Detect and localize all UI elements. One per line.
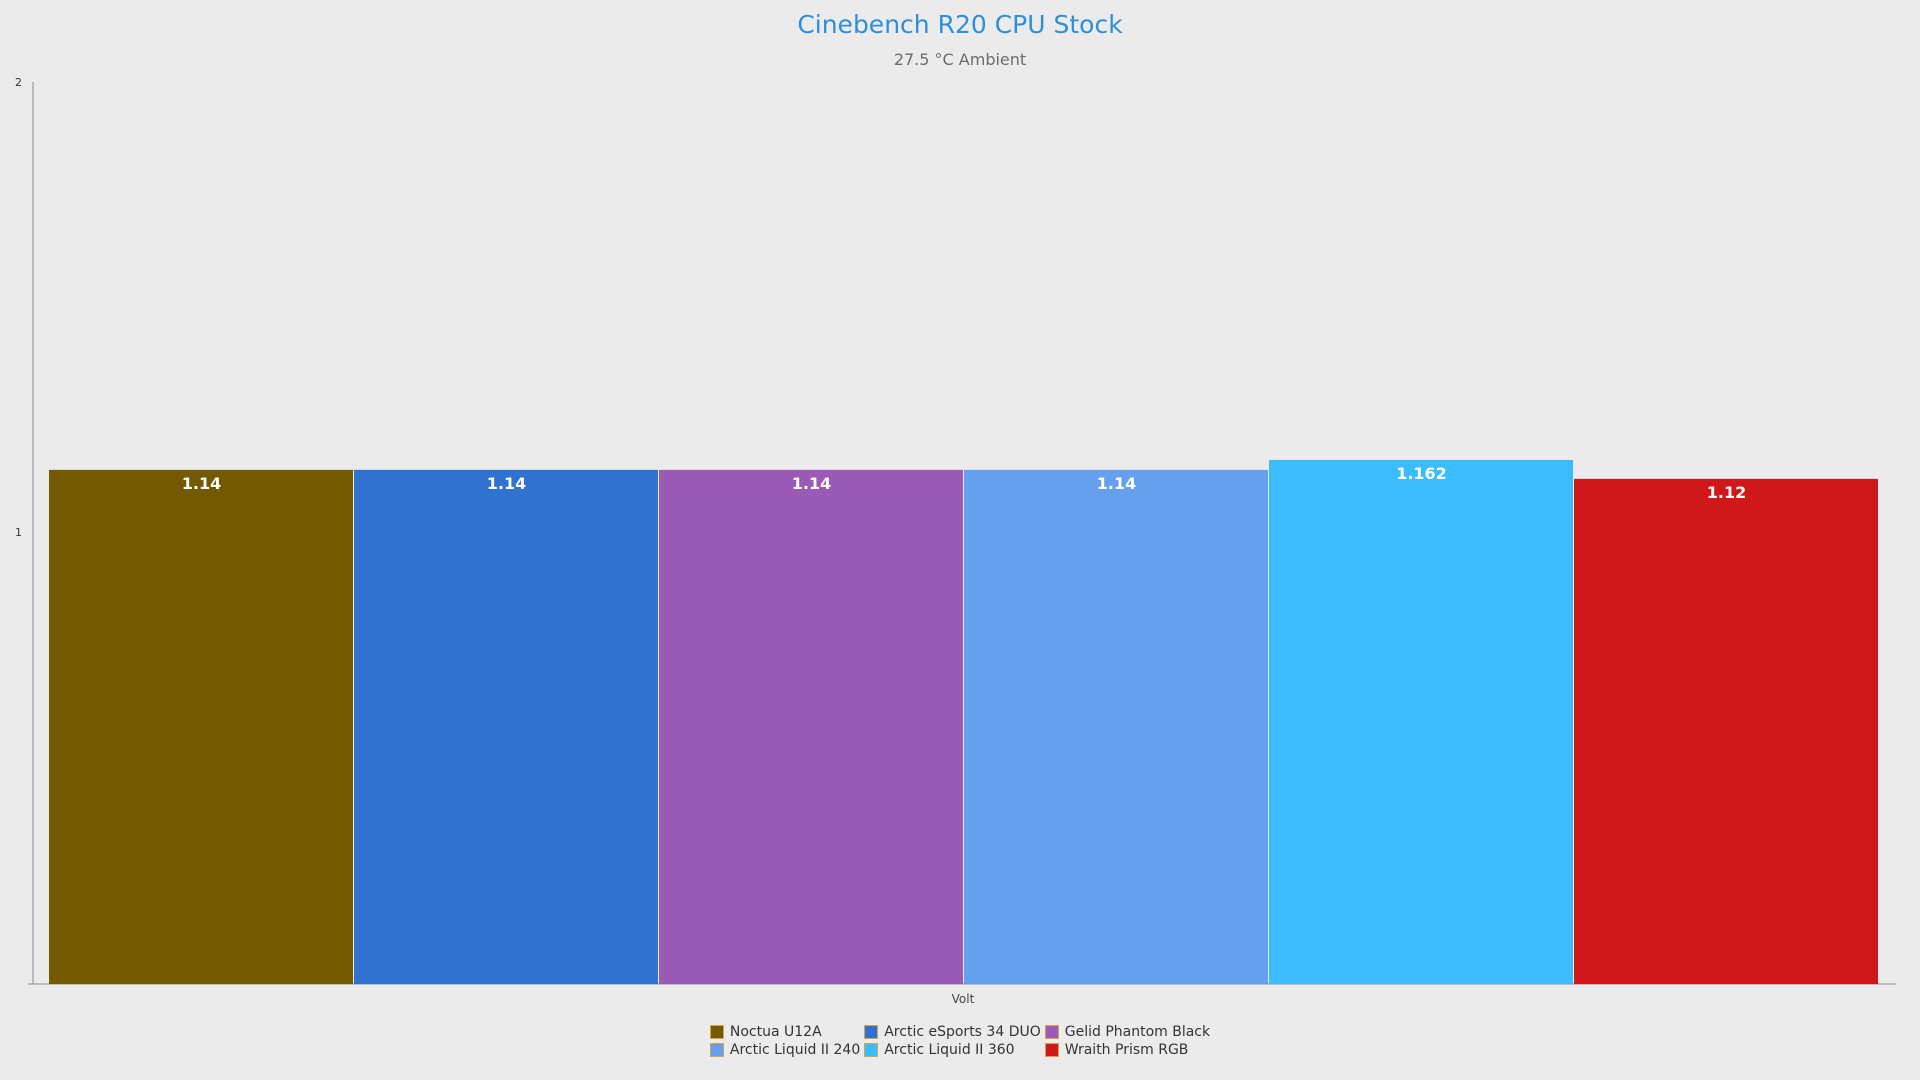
legend-swatch — [864, 1025, 879, 1039]
bar-gelid-phantom-black — [659, 469, 963, 984]
legend-label: Arctic eSports 34 DUO — [884, 1024, 1041, 1040]
legend-label: Arctic Liquid II 360 — [884, 1042, 1015, 1058]
bars-group: 1.14 1.14 1.14 1.14 1.162 1.12 — [49, 459, 1878, 984]
legend-item[interactable]: Gelid Phantom Black — [1044, 1024, 1211, 1040]
legend-item[interactable]: Arctic Liquid II 360 — [864, 1042, 1041, 1058]
y-tick-label-2: 2 — [15, 76, 22, 89]
bar-value-label: 1.162 — [1396, 464, 1447, 483]
legend-swatch — [1044, 1043, 1059, 1057]
legend-label: Gelid Phantom Black — [1064, 1024, 1211, 1040]
bar-value-label: 1.14 — [182, 474, 221, 493]
x-axis-label: Volt — [952, 992, 975, 1006]
bar-arctic-esports-34-duo — [354, 469, 658, 984]
legend-label: Arctic Liquid II 240 — [729, 1042, 861, 1058]
legend-item[interactable]: Noctua U12A — [709, 1024, 860, 1040]
legend-item[interactable]: Wraith Prism RGB — [1044, 1042, 1210, 1058]
legend-swatch — [709, 1025, 724, 1039]
bar-arctic-liquid-ii-240 — [964, 469, 1268, 984]
chart-subtitle: 27.5 °C Ambient — [893, 50, 1027, 69]
bar-wraith-prism-rgb — [1574, 478, 1878, 984]
legend-grid: Noctua U12A Arctic eSports 34 DUO Gelid Ph… — [709, 1024, 1211, 1058]
bar-value-label: 1.12 — [1707, 483, 1746, 502]
bar-chart: 1 2 Volt 1.14 1.14 1.14 1.14 1.162 1.12 — [15, 76, 1896, 1006]
chart-title: Cinebench R20 CPU Stock — [797, 10, 1123, 39]
legend-label: Noctua U12A — [729, 1024, 822, 1040]
bar-arctic-liquid-ii-360 — [1269, 459, 1573, 984]
bar-value-label: 1.14 — [487, 474, 526, 493]
legend-swatch — [709, 1043, 724, 1057]
legend-swatch — [1044, 1025, 1059, 1039]
bar-value-label: 1.14 — [1097, 474, 1136, 493]
legend-item[interactable]: Arctic Liquid II 240 — [709, 1042, 861, 1058]
legend: Noctua U12A Arctic eSports 34 DUO Gelid Ph… — [0, 1024, 1920, 1058]
bar-value-label: 1.14 — [792, 474, 831, 493]
bar-noctua-u12a — [49, 469, 353, 984]
legend-item[interactable]: Arctic eSports 34 DUO — [864, 1024, 1041, 1040]
y-tick-label-1: 1 — [15, 526, 22, 539]
legend-swatch — [864, 1043, 879, 1057]
legend-label: Wraith Prism RGB — [1064, 1042, 1189, 1058]
